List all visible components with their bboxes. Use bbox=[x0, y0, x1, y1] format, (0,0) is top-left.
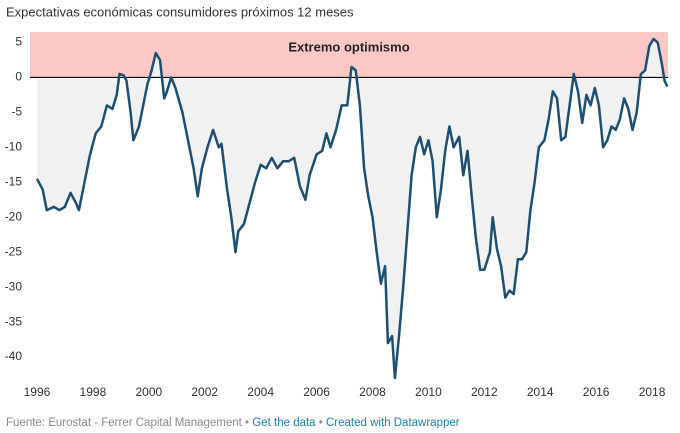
x-tick-label: 2000 bbox=[135, 385, 162, 399]
chart-title: Expectativas económicas consumidores pró… bbox=[6, 4, 354, 19]
y-tick-label: -30 bbox=[5, 279, 23, 293]
data-link[interactable]: Get the data bbox=[252, 417, 316, 429]
source: Fuente: Eurostat - Ferrer Capital Manage… bbox=[6, 417, 243, 429]
y-tick-label: -20 bbox=[5, 209, 23, 223]
y-tick-label: -35 bbox=[5, 314, 23, 328]
x-tick-label: 1996 bbox=[24, 385, 51, 399]
y-tick-label: 0 bbox=[15, 70, 22, 84]
y-tick-label: 5 bbox=[15, 35, 22, 49]
x-tick-label: 2008 bbox=[359, 385, 386, 399]
y-tick-label: -10 bbox=[5, 140, 23, 154]
x-tick-label: 2016 bbox=[583, 385, 610, 399]
band-label: Extremo optimismo bbox=[288, 39, 409, 54]
separator: • bbox=[242, 417, 252, 429]
separator: • bbox=[316, 417, 326, 429]
x-tick-label: 2002 bbox=[191, 385, 218, 399]
area bbox=[37, 39, 668, 378]
optimism-band bbox=[30, 32, 668, 78]
credit-link[interactable]: Created with Datawrapper bbox=[326, 417, 460, 429]
x-tick-label: 2014 bbox=[527, 385, 554, 399]
x-tick-label: 2010 bbox=[415, 385, 442, 399]
y-tick-label: -15 bbox=[5, 174, 23, 188]
y-tick-label: -40 bbox=[5, 349, 23, 363]
y-tick-label: -25 bbox=[5, 244, 23, 258]
x-tick-label: 1998 bbox=[80, 385, 107, 399]
x-tick-label: 2006 bbox=[303, 385, 330, 399]
x-tick-label: 2018 bbox=[639, 385, 666, 399]
x-tick-label: 2004 bbox=[247, 385, 274, 399]
footer: Fuente: Eurostat - Ferrer Capital Manage… bbox=[6, 417, 460, 429]
y-tick-label: -5 bbox=[11, 105, 22, 119]
line bbox=[35, 37, 669, 380]
x-tick-label: 2012 bbox=[471, 385, 498, 399]
